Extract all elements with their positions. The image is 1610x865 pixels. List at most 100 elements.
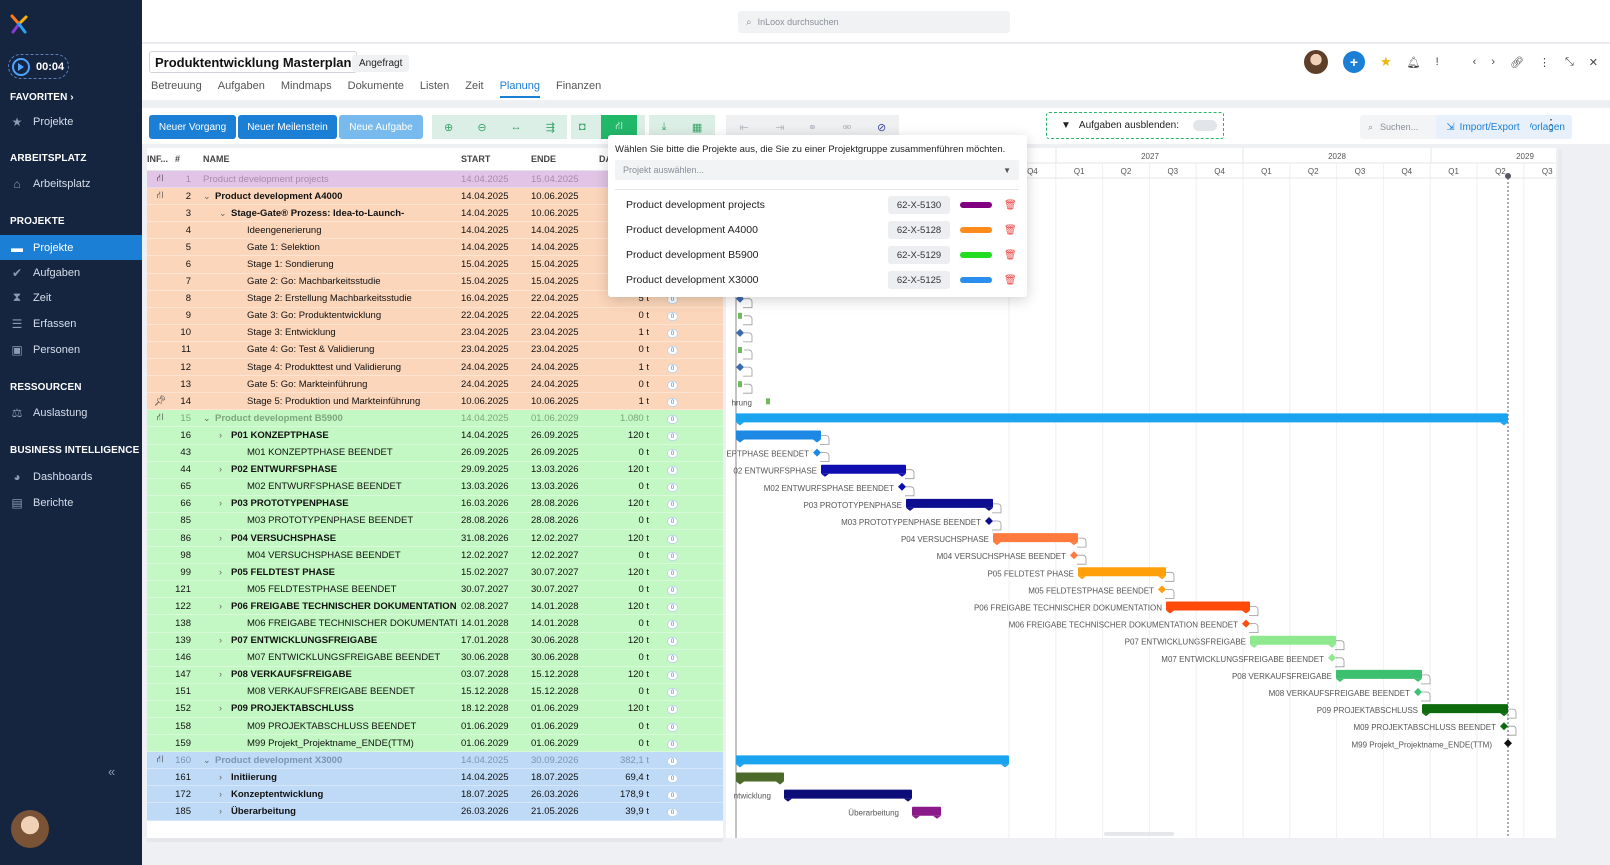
expand-chevron-icon[interactable]: ⌄ bbox=[203, 754, 211, 765]
row-end[interactable]: 15.04.2025 bbox=[531, 173, 579, 185]
row-start[interactable]: 15.04.2025 bbox=[461, 259, 509, 271]
row-name[interactable]: › P05 FELDTEST PHASE bbox=[219, 566, 335, 578]
row-duration[interactable]: 0 t bbox=[638, 652, 649, 664]
table-row[interactable]: 159 M99 Projekt_Projektname_ENDE(TTM) 01.0… bbox=[147, 735, 723, 753]
row-end[interactable]: 01.06.2029 bbox=[531, 720, 579, 732]
gantt-scrollbar[interactable] bbox=[1104, 832, 1174, 836]
row-duration[interactable]: 39,9 t bbox=[625, 806, 649, 818]
row-start[interactable]: 24.04.2025 bbox=[461, 361, 509, 373]
row-name[interactable]: › P04 VERSUCHSPHASE bbox=[219, 532, 337, 544]
row-start[interactable]: 14.04.2025 bbox=[461, 207, 509, 219]
row-end[interactable]: 10.06.2025 bbox=[531, 207, 579, 219]
row-name[interactable]: Stage 4: Produkttest und Validierung bbox=[247, 361, 402, 373]
sidebar-item-aufgaben[interactable]: ✔ Aufgaben bbox=[11, 265, 81, 280]
camera-icon[interactable]: ◘ bbox=[578, 121, 586, 133]
row-duration[interactable]: 1 t bbox=[638, 361, 649, 373]
row-start[interactable]: 14.04.2025 bbox=[461, 173, 509, 185]
row-name[interactable]: M08 VERKAUFSFREIGABE BEENDET bbox=[247, 686, 415, 698]
row-name[interactable]: Stage 3: Entwicklung bbox=[247, 327, 336, 339]
table-row[interactable]: 12 Stage 4: Produkttest und Validierung 24… bbox=[147, 359, 723, 377]
expand-chevron-icon[interactable]: › bbox=[219, 464, 222, 475]
row-start[interactable]: 22.04.2025 bbox=[461, 310, 509, 322]
row-start[interactable]: 30.07.2027 bbox=[461, 583, 509, 595]
delete-icon[interactable]: 🗑︎ bbox=[1004, 249, 1017, 261]
row-start[interactable]: 14.04.2025 bbox=[461, 412, 509, 424]
table-row[interactable]: 138 M06 FREIGABE TECHNISCHER DOKUMENTATIO… bbox=[147, 615, 723, 633]
row-duration[interactable]: 0 t bbox=[638, 310, 649, 322]
table-row[interactable]: 13 Gate 5: Go: Markteinführung 24.04.2025 2… bbox=[147, 376, 723, 394]
row-start[interactable]: 16.04.2025 bbox=[461, 293, 509, 305]
fit-width-icon[interactable]: ↔ bbox=[510, 121, 522, 133]
import-export-button[interactable]: ⇲ Import/Export bbox=[1436, 115, 1530, 139]
row-start[interactable]: 10.06.2025 bbox=[461, 395, 509, 407]
table-row[interactable]: 147 › P08 VERKAUFSFREIGABE 03.07.2028 15.12.… bbox=[147, 666, 723, 684]
row-end[interactable]: 01.06.2029 bbox=[531, 737, 579, 749]
row-end[interactable]: 23.04.2025 bbox=[531, 344, 579, 356]
expand-chevron-icon[interactable]: › bbox=[219, 669, 222, 680]
row-end[interactable]: 10.06.2025 bbox=[531, 395, 579, 407]
sidebar-item-erfassen[interactable]: ☰ Erfassen bbox=[11, 316, 77, 331]
color-swatch[interactable] bbox=[960, 252, 992, 258]
row-end[interactable]: 01.06.2029 bbox=[531, 412, 579, 424]
global-search-input[interactable]: ⌕ InLoox durchsuchen bbox=[738, 11, 1010, 33]
table-row[interactable]: 4 Ideengenerierung 14.04.2025 14.04.2025 bbox=[147, 222, 723, 240]
delete-icon[interactable]: 🗑︎ bbox=[1004, 274, 1017, 286]
row-name[interactable]: M99 Projekt_Projektname_ENDE(TTM) bbox=[247, 737, 414, 749]
table-row[interactable]: 6 Stage 1: Sondierung 15.04.2025 15.04.2025 bbox=[147, 256, 723, 274]
delete-icon[interactable]: 🗑︎ bbox=[1004, 224, 1017, 236]
section-favoriten[interactable]: FAVORITEN › bbox=[10, 92, 74, 103]
col-end[interactable]: ENDE bbox=[531, 154, 557, 164]
row-name[interactable]: M04 VERSUCHSPHASE BEENDET bbox=[247, 549, 401, 561]
col-start[interactable]: START bbox=[461, 154, 491, 164]
row-name[interactable]: M07 ENTWICKLUNGSFREIGABE BEENDET bbox=[247, 652, 441, 664]
row-start[interactable]: 24.04.2025 bbox=[461, 378, 509, 390]
table-row[interactable]: 65 M02 ENTWURFSPHASE BEENDET 13.03.2026 13.… bbox=[147, 478, 723, 496]
tab-aufgaben[interactable]: Aufgaben bbox=[217, 80, 265, 92]
row-name[interactable]: M06 FREIGABE TECHNISCHER DOKUMENTATION B… bbox=[247, 617, 457, 629]
expand-chevron-icon[interactable]: › bbox=[219, 532, 222, 543]
table-row[interactable]: 121 M05 FELDTESTPHASE BEENDET 30.07.2027 30… bbox=[147, 581, 723, 599]
row-duration[interactable]: 0 t bbox=[638, 583, 649, 595]
row-name[interactable]: Product development projects bbox=[203, 173, 329, 185]
row-start[interactable]: 26.03.2026 bbox=[461, 806, 509, 818]
table-row[interactable]: 📌︎ 14 Stage 5: Produktion und Markteinführ… bbox=[147, 393, 723, 411]
row-start[interactable]: 14.04.2025 bbox=[461, 190, 509, 202]
tab-dokumente[interactable]: Dokumente bbox=[347, 80, 404, 92]
row-name[interactable]: › Konzeptentwicklung bbox=[219, 788, 324, 800]
next-icon[interactable]: › bbox=[1491, 56, 1495, 68]
col-name[interactable]: NAME bbox=[203, 154, 230, 164]
sidebar-item-berichte[interactable]: ▤ Berichte bbox=[11, 495, 74, 510]
row-start[interactable]: 30.06.2028 bbox=[461, 652, 509, 664]
row-name[interactable]: Gate 4: Go: Test & Validierung bbox=[247, 344, 375, 356]
sidebar-item-personen[interactable]: ▣ Personen bbox=[11, 342, 81, 357]
row-name[interactable]: Stage 1: Sondierung bbox=[247, 259, 334, 271]
outdent-icon[interactable]: ⇤ bbox=[739, 121, 749, 134]
row-end[interactable]: 15.04.2025 bbox=[531, 259, 579, 271]
new-aufgabe-button[interactable]: Neue Aufgabe bbox=[339, 115, 423, 139]
more-icon[interactable]: ⋮ bbox=[1538, 56, 1550, 69]
sidebar-item-dashboards[interactable]: ◕ Dashboards bbox=[0, 464, 142, 489]
expand-chevron-icon[interactable]: ⌄ bbox=[203, 412, 211, 423]
row-start[interactable]: 14.04.2025 bbox=[461, 224, 509, 236]
row-duration[interactable]: 0 t bbox=[638, 549, 649, 561]
row-name[interactable]: ⌄ Product development A4000 bbox=[203, 190, 343, 202]
row-duration[interactable]: 0 t bbox=[638, 720, 649, 732]
expand-chevron-icon[interactable]: ⌄ bbox=[203, 190, 211, 201]
row-duration[interactable]: 120 t bbox=[627, 635, 649, 647]
row-start[interactable]: 02.08.2027 bbox=[461, 600, 509, 612]
color-swatch[interactable] bbox=[960, 202, 992, 208]
row-name[interactable]: Gate 5: Go: Markteinführung bbox=[247, 378, 368, 390]
row-name[interactable]: › P07 ENTWICKLUNGSFREIGABE bbox=[219, 635, 378, 647]
row-duration[interactable]: 0 t bbox=[638, 617, 649, 629]
row-name[interactable]: › P06 FREIGABE TECHNISCHER DOKUMENTATION bbox=[219, 600, 457, 612]
row-end[interactable]: 30.06.2028 bbox=[531, 635, 579, 647]
row-start[interactable]: 31.08.2026 bbox=[461, 532, 509, 544]
close-icon[interactable]: ✕ bbox=[1588, 56, 1598, 69]
table-row[interactable]: 10 Stage 3: Entwicklung 23.04.2025 23.04.20… bbox=[147, 324, 723, 342]
table-row[interactable]: 66 › P03 PROTOTYPENPHASE 16.03.2026 28.08.20… bbox=[147, 495, 723, 513]
expand-chevron-icon[interactable]: › bbox=[219, 635, 222, 646]
hide-tasks-filter[interactable]: ▼ Aufgaben ausblenden: bbox=[1046, 112, 1224, 139]
table-row[interactable]: 11 Gate 4: Go: Test & Validierung 23.04.20… bbox=[147, 341, 723, 360]
table-row[interactable]: ⛙ 2 ⌄ Product development A4000 14.04.2025 10… bbox=[147, 188, 723, 206]
row-name[interactable]: M05 FELDTESTPHASE BEENDET bbox=[247, 583, 397, 595]
